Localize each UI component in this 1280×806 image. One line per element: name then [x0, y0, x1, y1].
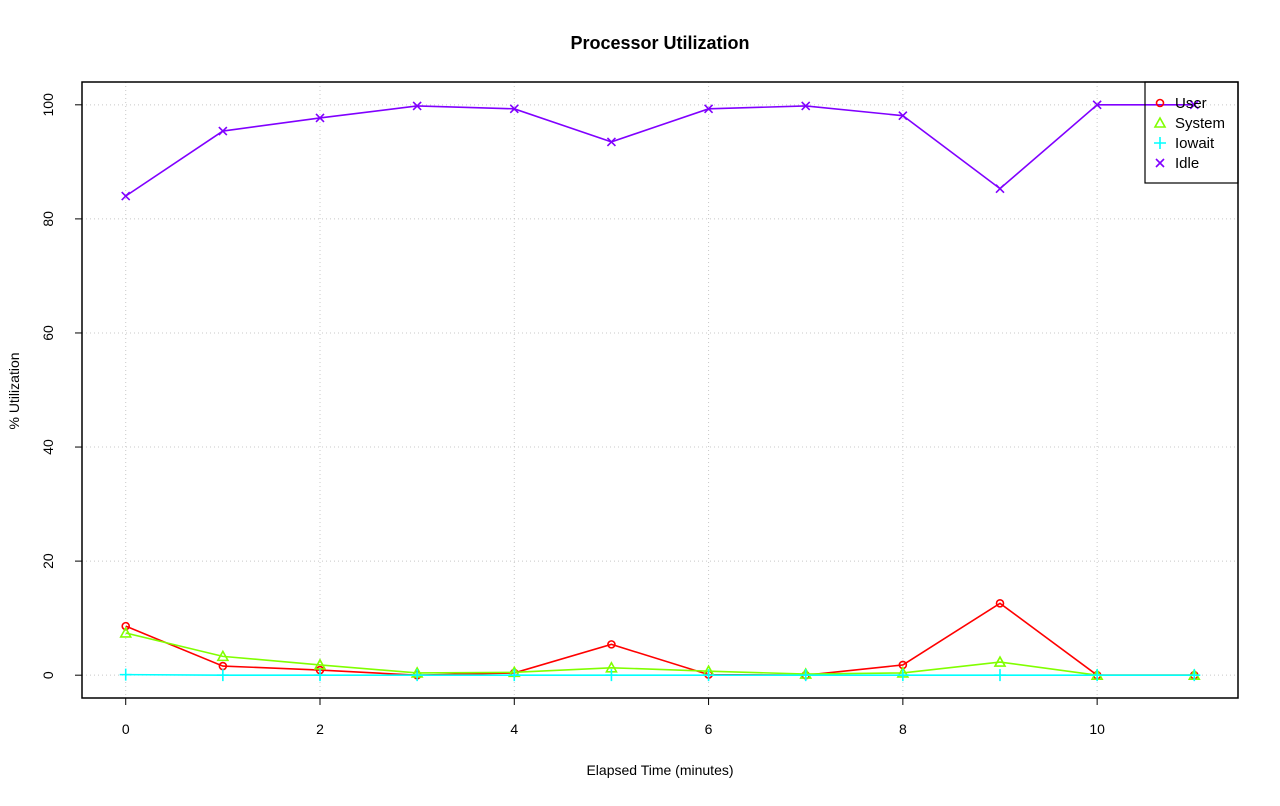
legend-item-system: System: [1153, 115, 1225, 132]
iowait-marker: [605, 669, 618, 682]
legend-box: [1144, 81, 1239, 184]
iowait-marker: [896, 669, 909, 682]
legend-label: User: [1175, 95, 1207, 112]
user-line: [125, 602, 1195, 676]
system-marker: [993, 655, 1007, 667]
idle-marker: [995, 184, 1005, 194]
idle-marker: [606, 137, 616, 147]
y-tick-label: 80: [40, 211, 56, 227]
iowait-marker: [1154, 137, 1166, 149]
legend-label: Iowait: [1175, 135, 1215, 152]
system-marker: [216, 649, 230, 662]
idle-marker: [1155, 158, 1165, 168]
user-marker: [607, 640, 616, 649]
idle-line: [125, 104, 1195, 197]
system-series: [119, 626, 1201, 680]
legend-label: Idle: [1175, 155, 1199, 172]
legend-item-iowait: Iowait: [1154, 135, 1215, 152]
iowait-line: [125, 673, 1195, 676]
x-tick-label: 6: [705, 721, 713, 737]
idle-marker: [1189, 100, 1199, 110]
system-marker: [313, 658, 327, 670]
y-axis-label: % Utilization: [6, 352, 22, 429]
legend-item-user: User: [1155, 95, 1207, 112]
x-tick-label: 10: [1089, 721, 1105, 737]
legend-item-idle: Idle: [1155, 155, 1199, 172]
y-tick-label: 100: [40, 93, 56, 117]
user-marker: [121, 621, 131, 631]
x-tick-label: 0: [122, 721, 130, 737]
grid: [82, 82, 1238, 698]
iowait-marker: [216, 669, 229, 682]
system-marker: [119, 626, 133, 638]
idle-marker: [898, 111, 908, 121]
y-tick-label: 40: [40, 439, 56, 455]
iowait-marker: [411, 669, 424, 682]
idle-marker: [218, 126, 228, 136]
iowait-marker: [1188, 669, 1201, 682]
idle-marker: [412, 101, 422, 111]
iowait-marker: [119, 668, 132, 681]
iowait-marker: [314, 669, 326, 682]
y-tick-label: 60: [40, 325, 56, 341]
idle-marker: [1092, 100, 1102, 110]
idle-series: [121, 100, 1199, 201]
legend: User System Iowait Idle: [1144, 81, 1239, 184]
idle-marker: [315, 113, 325, 123]
iowait-marker: [508, 669, 521, 682]
idle-marker: [801, 101, 811, 111]
plot-frame: [81, 81, 1239, 699]
iowait-marker: [1091, 669, 1104, 682]
legend-label: System: [1175, 115, 1225, 132]
system-marker: [1153, 116, 1167, 128]
y-tick-label: 0: [40, 671, 56, 679]
chart-title: Processor Utilization: [570, 33, 749, 53]
x-tick-label: 4: [510, 721, 518, 737]
y-tick-label: 20: [40, 553, 56, 569]
iowait-marker: [994, 669, 1006, 682]
iowait-series: [119, 668, 1201, 682]
x-axis-label: Elapsed Time (minutes): [586, 762, 733, 778]
user-marker: [995, 599, 1005, 608]
idle-marker: [121, 191, 131, 201]
iowait-marker: [702, 669, 715, 682]
idle-marker: [704, 104, 714, 114]
system-line: [125, 632, 1195, 676]
series-group: [119, 100, 1201, 682]
x-tick-label: 8: [899, 721, 907, 737]
x-tick-label: 2: [316, 721, 324, 737]
idle-marker: [509, 104, 519, 114]
user-marker: [1155, 98, 1165, 108]
iowait-marker: [799, 669, 812, 682]
